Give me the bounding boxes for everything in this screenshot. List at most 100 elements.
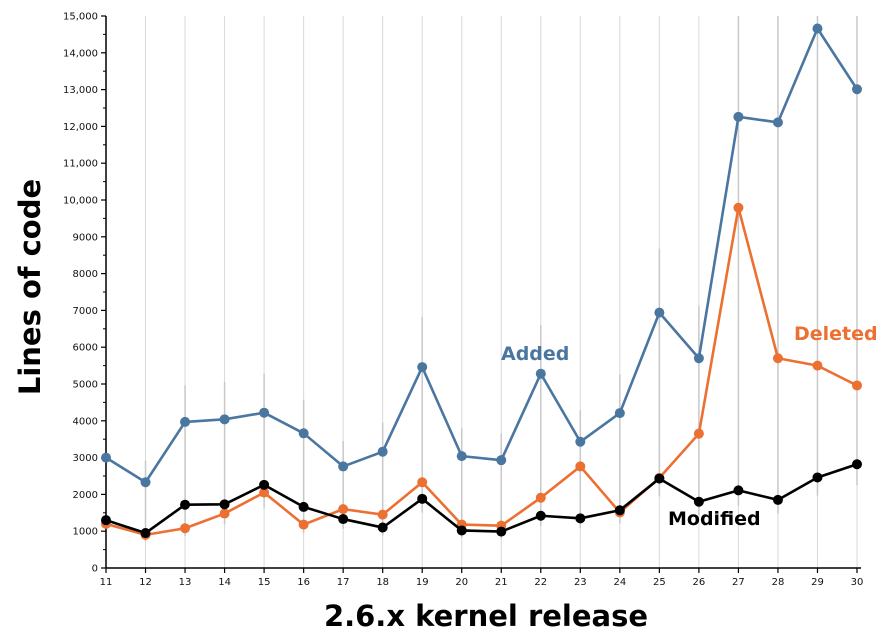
point-modified-22 [535,510,546,521]
series-added [101,23,862,488]
point-deleted-13 [180,523,191,534]
y-tick-label: 10,000 [63,196,98,207]
x-tick-label: 16 [297,577,310,588]
y-tick-label: 1000 [73,527,98,538]
x-tick-label: 18 [376,577,389,588]
y-tick-label: 2000 [73,490,98,501]
point-deleted-17 [338,504,349,515]
series-deleted [101,202,862,540]
point-added-30 [852,84,862,95]
point-modified-13 [180,499,191,510]
x-tick-label: 22 [534,577,547,588]
point-added-12 [140,477,151,488]
point-added-17 [338,461,349,472]
point-added-27 [733,111,744,122]
point-added-22 [535,368,546,379]
point-deleted-28 [772,353,783,364]
x-tick-label: 12 [139,577,152,588]
y-tick-label: 14,000 [63,48,98,59]
point-modified-14 [219,499,230,510]
point-deleted-15 [259,487,270,498]
point-modified-18 [377,522,388,533]
point-added-26 [693,353,704,364]
y-tick-label: 0 [92,564,98,575]
point-added-16 [298,428,309,439]
point-added-23 [575,436,586,447]
point-modified-19 [417,493,428,504]
y-ticks: 0 1000 2000 3000 4000 5000 6000 7000 8000 9000 10,… [63,12,106,575]
x-tick-label: 26 [693,577,706,588]
x-tick-label: 29 [811,577,824,588]
x-tick-label: 21 [495,577,508,588]
point-added-19 [417,362,428,373]
x-axis-title: 2.6.x kernel release [324,599,648,633]
series-label-added: Added [501,343,569,365]
point-modified-16 [298,501,309,512]
point-modified-26 [693,496,704,507]
x-tick-label: 11 [100,577,113,588]
point-modified-30 [852,459,862,470]
series-modified [101,459,862,539]
point-added-29 [812,23,823,34]
point-deleted-18 [377,509,388,520]
point-modified-23 [575,513,586,524]
point-modified-17 [338,514,349,525]
x-tick-label: 13 [179,577,192,588]
y-tick-label: 3000 [73,453,98,464]
y-tick-label: 12,000 [63,122,98,133]
y-axis-title: Lines of code [13,179,47,395]
series-line-modified [105,462,858,535]
point-added-18 [377,446,388,457]
x-tick-label: 20 [455,577,468,588]
y-tick-label: 13,000 [63,85,98,96]
point-deleted-19 [417,477,428,488]
point-added-11 [101,452,111,463]
x-tick-label: 28 [772,577,785,588]
x-tick-label: 30 [851,577,864,588]
x-tick-label: 24 [613,577,626,588]
point-deleted-23 [575,461,586,472]
series-line-added [105,27,859,484]
y-tick-label: 15,000 [63,12,98,23]
x-tick-label: 19 [416,577,429,588]
x-tick-label: 27 [732,577,745,588]
series-line-deleted [105,206,858,537]
point-added-28 [772,117,783,128]
point-modified-21 [496,526,507,537]
series-lines [101,23,862,540]
point-modified-20 [456,525,467,536]
x-tick-label: 23 [574,577,587,588]
y-tick-label: 5000 [73,380,98,391]
point-added-25 [654,307,665,318]
x-tick-label: 25 [653,577,666,588]
point-modified-29 [812,472,823,483]
point-deleted-22 [535,492,546,503]
y-tick-label: 6000 [73,343,98,354]
point-deleted-27 [733,202,744,213]
series-label-deleted: Deleted [794,323,878,345]
point-modified-12 [140,528,151,539]
point-deleted-30 [852,380,862,391]
point-added-13 [180,416,191,427]
point-added-15 [259,407,270,418]
point-deleted-26 [693,428,704,439]
background-range-bars [105,16,858,542]
point-modified-27 [733,485,744,496]
point-deleted-16 [298,519,309,530]
point-modified-25 [654,473,665,484]
series-label-modified: Modified [668,508,761,530]
y-tick-label: 4000 [73,416,98,427]
point-added-24 [614,408,625,419]
point-added-21 [496,455,507,466]
x-tick-label: 17 [337,577,350,588]
y-tick-label: 8000 [73,269,98,280]
point-modified-24 [614,505,625,516]
y-tick-label: 7000 [73,306,98,317]
y-tick-label: 9000 [73,232,98,243]
x-ticks: 11 12 13 14 15 16 17 18 19 20 21 22 23 24 25 26 27 28 29 30 [100,568,864,588]
point-deleted-29 [812,360,823,371]
point-modified-28 [772,494,783,505]
x-tick-label: 14 [218,577,231,588]
point-deleted-14 [219,508,230,519]
